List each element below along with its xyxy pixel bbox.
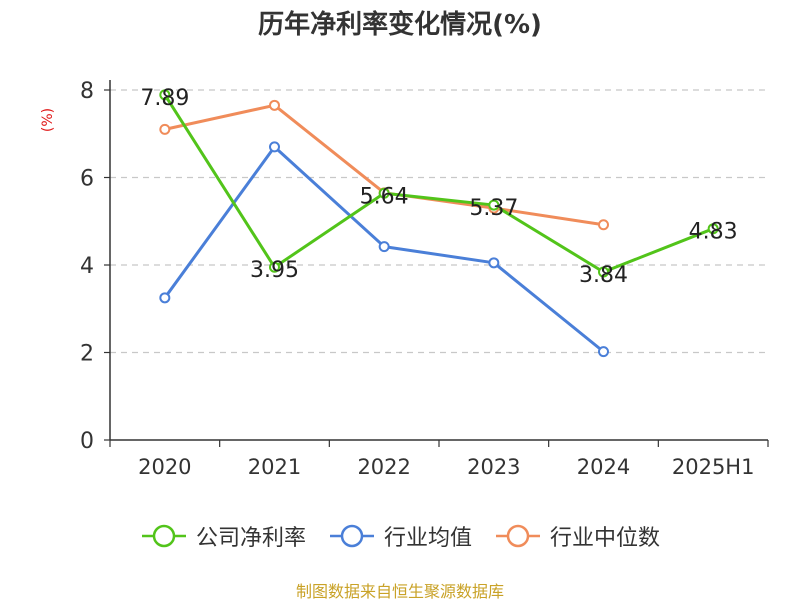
y-tick-label-6: 6 <box>80 167 94 192</box>
series-0-point-2025H1 <box>707 223 719 235</box>
series-0-point-2022 <box>378 187 390 199</box>
legend-label-industry-mean: 行业均值 <box>383 526 472 551</box>
data-label-2024: 3.84 <box>579 263 628 288</box>
legend-item-industry-mean[interactable]: 行业均值 <box>328 520 472 552</box>
legend-label-company-net-margin: 公司净利率 <box>195 526 306 551</box>
x-tick-label-2023: 2023 <box>467 455 520 479</box>
series-1-point-2022 <box>378 241 390 253</box>
series-1-point-2020 <box>159 292 171 304</box>
series-1-point-2024 <box>598 346 609 358</box>
legend-marker-company-net-margin <box>141 524 186 548</box>
x-tick-label-2022: 2022 <box>357 455 410 479</box>
series-0-point-2020 <box>159 89 171 101</box>
legend-item-company-net-margin[interactable]: 公司净利率 <box>140 520 306 552</box>
y-tick-label-8: 8 <box>80 79 94 104</box>
data-label-2025H1: 4.83 <box>689 220 738 245</box>
data-label-2023: 5.37 <box>469 196 518 221</box>
series-0-point-2021 <box>269 261 280 273</box>
series-1-point-2021 <box>269 141 280 153</box>
series-1-point-2023 <box>488 257 500 269</box>
x-tick-label-2024: 2024 <box>577 455 630 479</box>
data-label-2020: 7.89 <box>140 86 189 111</box>
series-0-point-2023 <box>488 199 500 211</box>
x-tick-label-2021: 2021 <box>248 455 301 479</box>
data-label-2021: 3.95 <box>250 258 299 283</box>
y-tick-label-4: 4 <box>80 254 94 279</box>
x-tick-label-2025H1: 2025H1 <box>672 455 755 479</box>
legend-marker-industry-median <box>496 524 540 548</box>
chart-title: 历年净利率变化情况(%) <box>258 10 542 40</box>
series-2-point-2024 <box>598 219 609 231</box>
y-tick-label-2: 2 <box>80 342 94 367</box>
legend-label-industry-median: 行业中位数 <box>550 526 661 551</box>
series-2-point-2021 <box>269 99 280 111</box>
y-tick-label-0: 0 <box>80 429 94 454</box>
legend-item-industry-median[interactable]: 行业中位数 <box>494 520 660 552</box>
series-2-point-2020 <box>159 123 171 135</box>
legend: 公司净利率 行业均值 行业中位数 <box>0 520 800 552</box>
legend-marker-industry-mean <box>329 524 374 548</box>
x-tick-label-2020: 2020 <box>138 455 191 479</box>
data-label-2022: 5.64 <box>360 184 409 209</box>
series-0-point-2024 <box>598 266 609 278</box>
data-source-note: 制图数据来自恒生聚源数据库 <box>295 582 504 601</box>
series-line-0 <box>163 94 714 274</box>
